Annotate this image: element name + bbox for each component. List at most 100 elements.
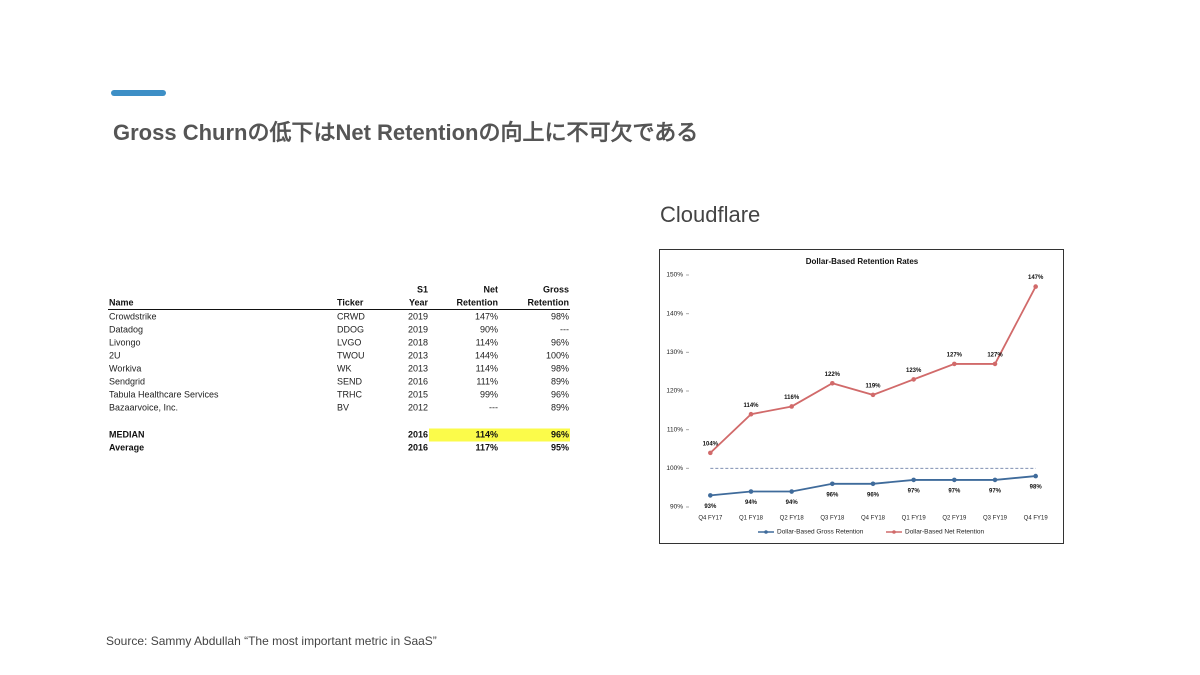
slide-title: Gross Churnの低下はNet Retentionの向上に不可欠である bbox=[113, 120, 698, 145]
point bbox=[992, 477, 998, 483]
summary-cell: 2016 bbox=[408, 442, 428, 452]
x-tick-label: Q1 FY18 bbox=[739, 516, 764, 522]
table-cell: 96% bbox=[551, 337, 569, 347]
highlight bbox=[429, 428, 570, 442]
source-note: Source: Sammy Abdullah “The most importa… bbox=[106, 634, 437, 648]
table-cell: Bazaarvoice, Inc. bbox=[109, 402, 178, 412]
x-tick-label: Q3 FY19 bbox=[983, 516, 1008, 522]
table-header: S1 bbox=[417, 284, 428, 294]
table-header: Ticker bbox=[337, 297, 364, 307]
point bbox=[748, 411, 754, 417]
table-cell: Livongo bbox=[109, 337, 141, 347]
point bbox=[1033, 473, 1038, 479]
point bbox=[1033, 284, 1038, 289]
data-label: 94% bbox=[745, 500, 758, 506]
x-tick-label: Q4 FY17 bbox=[698, 516, 723, 522]
table-cell: CRWD bbox=[337, 311, 365, 321]
summary-cell: 117% bbox=[475, 442, 498, 452]
table-cell: Crowdstrike bbox=[109, 311, 157, 321]
table-cell: TRHC bbox=[337, 389, 362, 399]
summary-cell: Average bbox=[109, 442, 144, 452]
table-cell: WK bbox=[337, 363, 352, 373]
point bbox=[789, 404, 794, 409]
legend-marker bbox=[892, 530, 896, 534]
table-cell: BV bbox=[337, 402, 349, 412]
table-header: Name bbox=[109, 297, 134, 307]
point bbox=[952, 477, 957, 483]
chart-title: Dollar-Based Retention Rates bbox=[806, 257, 919, 266]
table-cell: 114% bbox=[476, 363, 498, 373]
y-tick-label: 90% bbox=[670, 504, 683, 511]
table-cell: Workiva bbox=[109, 363, 141, 373]
data-label: 97% bbox=[989, 489, 1002, 495]
table-header: Retention bbox=[457, 297, 499, 307]
legend-marker bbox=[764, 530, 768, 534]
accent-bar bbox=[111, 90, 166, 96]
data-label: 98% bbox=[1030, 485, 1043, 491]
x-tick-label: Q3 FY18 bbox=[820, 516, 845, 522]
data-label: 123% bbox=[906, 368, 922, 374]
table-cell: 96% bbox=[551, 389, 569, 399]
y-tick-label: 100% bbox=[666, 465, 683, 472]
table-cell: 2018 bbox=[408, 337, 428, 347]
data-label: 114% bbox=[743, 403, 759, 409]
data-label: 119% bbox=[865, 383, 881, 389]
x-tick-label: Q2 FY19 bbox=[942, 516, 967, 522]
summary-cell: MEDIAN bbox=[109, 429, 145, 439]
x-tick-label: Q4 FY18 bbox=[861, 516, 886, 522]
data-label: 96% bbox=[867, 492, 880, 498]
data-label: 127% bbox=[987, 353, 1003, 359]
table-cell: --- bbox=[560, 324, 569, 334]
point bbox=[708, 450, 713, 456]
y-tick-label: 130% bbox=[666, 349, 683, 356]
table-cell: 98% bbox=[551, 311, 569, 321]
data-label: 127% bbox=[947, 353, 963, 359]
table-header: Gross bbox=[543, 284, 569, 294]
table-cell: --- bbox=[489, 402, 498, 412]
table-cell: DDOG bbox=[337, 324, 364, 334]
table-cell: 2019 bbox=[408, 311, 428, 321]
table-cell: 2012 bbox=[408, 402, 428, 412]
table-cell: 89% bbox=[551, 402, 569, 412]
y-tick-label: 140% bbox=[666, 310, 683, 317]
summary-cell: 96% bbox=[551, 429, 569, 439]
point bbox=[748, 489, 754, 494]
point bbox=[992, 361, 998, 367]
table-cell: 89% bbox=[551, 376, 569, 386]
table-cell: LVGO bbox=[337, 337, 361, 347]
data-label: 97% bbox=[908, 489, 921, 495]
y-tick-label: 110% bbox=[667, 426, 683, 433]
summary-cell: 95% bbox=[551, 442, 569, 452]
data-label: 93% bbox=[704, 504, 717, 510]
x-tick-label: Q4 FY19 bbox=[1024, 516, 1049, 522]
point bbox=[830, 380, 835, 386]
table-cell: 100% bbox=[546, 350, 569, 360]
table-cell: 114% bbox=[476, 337, 498, 347]
table-cell: SEND bbox=[337, 376, 363, 386]
summary-cell: 114% bbox=[475, 429, 498, 439]
table-cell: Datadog bbox=[109, 324, 143, 334]
table-cell: Sendgrid bbox=[109, 376, 145, 386]
table-cell: 2013 bbox=[408, 350, 428, 360]
table-header: Net bbox=[483, 284, 498, 294]
data-label: 96% bbox=[826, 492, 839, 498]
table-cell: Tabula Healthcare Services bbox=[109, 389, 219, 399]
x-tick-label: Q1 FY19 bbox=[902, 516, 927, 522]
chart-frame bbox=[659, 249, 1064, 544]
y-tick-label: 150% bbox=[666, 272, 683, 279]
table-header: Year bbox=[409, 297, 429, 307]
point bbox=[789, 489, 794, 494]
point bbox=[708, 493, 713, 498]
y-tick-label: 120% bbox=[666, 388, 683, 395]
legend-label: Dollar-Based Net Retention bbox=[905, 529, 985, 536]
table-cell: 98% bbox=[551, 363, 569, 373]
data-label: 97% bbox=[948, 489, 961, 495]
data-label: 104% bbox=[703, 441, 719, 447]
table-cell: 90% bbox=[480, 324, 498, 334]
data-label: 147% bbox=[1028, 275, 1044, 281]
table-cell: TWOU bbox=[337, 350, 365, 360]
x-tick-label: Q2 FY18 bbox=[780, 516, 805, 522]
chart-heading: Cloudflare bbox=[660, 202, 760, 227]
